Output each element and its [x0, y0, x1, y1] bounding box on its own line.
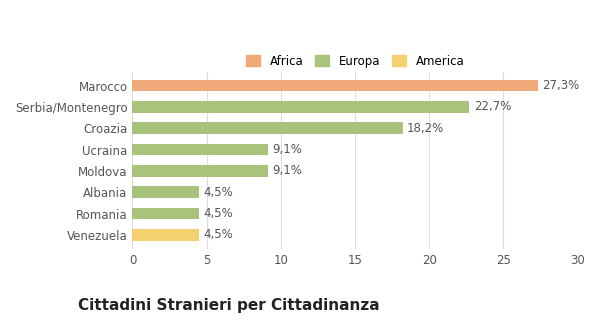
Bar: [133, 208, 199, 220]
Text: 22,7%: 22,7%: [474, 100, 511, 113]
Bar: [133, 144, 268, 156]
Bar: [133, 80, 538, 92]
Text: Cittadini Stranieri per Cittadinanza: Cittadini Stranieri per Cittadinanza: [78, 298, 380, 313]
Text: 4,5%: 4,5%: [204, 186, 233, 199]
Bar: [133, 186, 199, 198]
Bar: [133, 229, 199, 241]
Text: 18,2%: 18,2%: [407, 122, 444, 135]
Text: 27,3%: 27,3%: [542, 79, 579, 92]
Bar: [133, 165, 268, 177]
Text: 9,1%: 9,1%: [272, 143, 302, 156]
Text: 4,5%: 4,5%: [204, 228, 233, 241]
Text: 4,5%: 4,5%: [204, 207, 233, 220]
Bar: [133, 122, 403, 134]
Legend: Africa, Europa, America: Africa, Europa, America: [242, 51, 468, 71]
Bar: [133, 101, 469, 113]
Text: 9,1%: 9,1%: [272, 164, 302, 177]
